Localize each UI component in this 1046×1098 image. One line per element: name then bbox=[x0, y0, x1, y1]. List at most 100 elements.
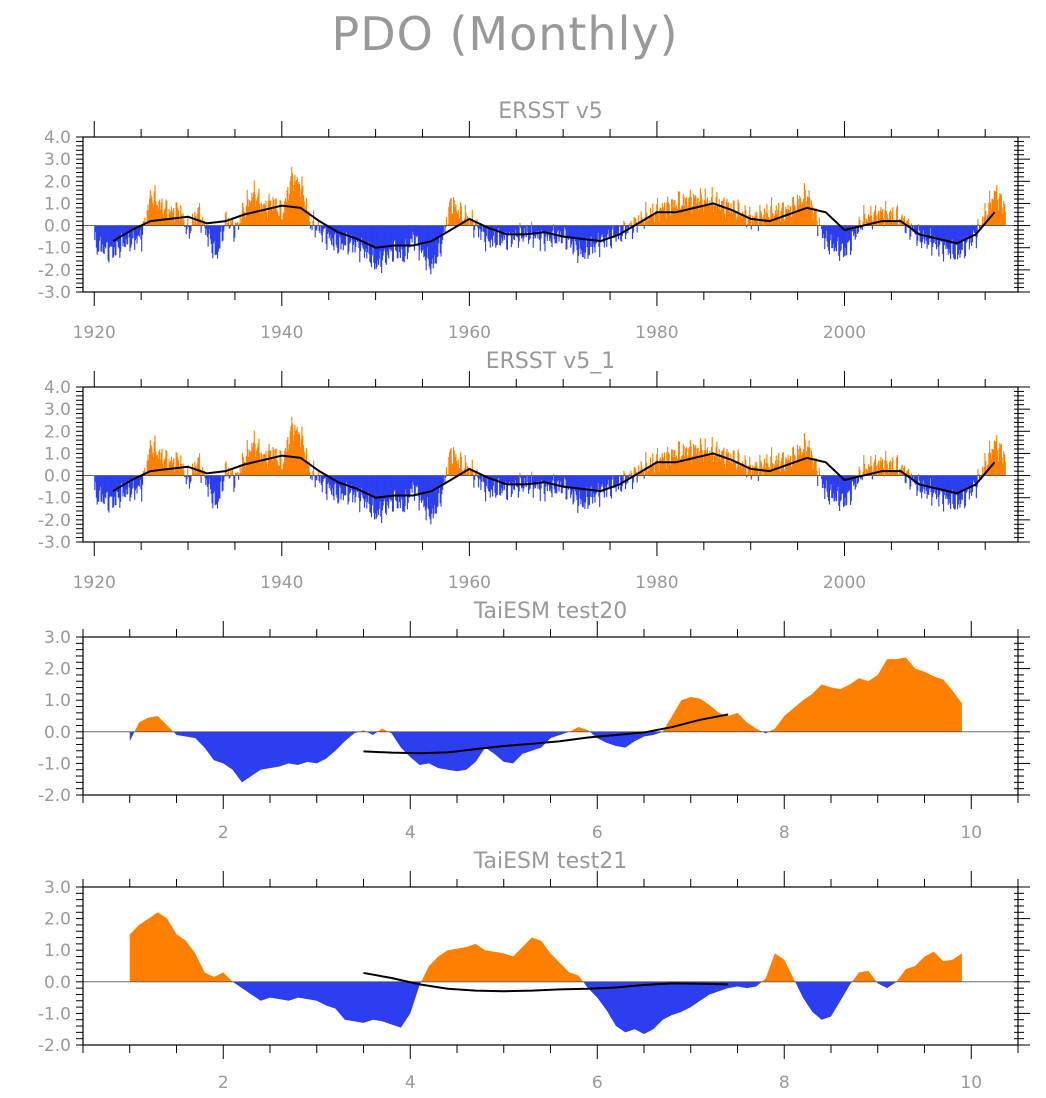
bar bbox=[148, 198, 151, 226]
bar bbox=[789, 455, 791, 476]
bar bbox=[98, 475, 100, 502]
bar bbox=[684, 206, 686, 226]
bar bbox=[341, 225, 343, 244]
bar bbox=[796, 194, 798, 226]
bar bbox=[482, 475, 484, 482]
bar bbox=[564, 225, 566, 230]
bar bbox=[472, 470, 474, 476]
bar bbox=[796, 459, 798, 476]
bar bbox=[231, 472, 233, 476]
bar bbox=[772, 219, 774, 226]
bar bbox=[910, 225, 912, 237]
bar bbox=[999, 443, 1001, 476]
bar bbox=[256, 450, 258, 476]
bar bbox=[582, 475, 584, 508]
bar bbox=[765, 462, 767, 476]
bar bbox=[155, 455, 158, 476]
bar bbox=[696, 198, 698, 226]
bar bbox=[749, 464, 752, 476]
bar bbox=[434, 475, 437, 514]
bar bbox=[669, 213, 671, 226]
bar bbox=[159, 449, 161, 476]
bar bbox=[389, 225, 391, 250]
bar bbox=[274, 458, 276, 476]
x-tick-label: 2 bbox=[218, 823, 229, 843]
bar bbox=[758, 468, 760, 476]
bar bbox=[901, 464, 903, 476]
bar bbox=[480, 225, 482, 241]
bar bbox=[515, 475, 517, 484]
bar bbox=[860, 225, 862, 230]
bar bbox=[828, 475, 830, 505]
bar bbox=[971, 225, 974, 243]
bar bbox=[831, 475, 833, 499]
bar bbox=[284, 450, 286, 476]
bar bbox=[170, 206, 172, 226]
bar bbox=[568, 225, 570, 238]
bar bbox=[603, 225, 605, 248]
bar bbox=[130, 225, 133, 245]
bar bbox=[746, 225, 748, 228]
bar bbox=[736, 217, 738, 226]
bar bbox=[495, 475, 497, 498]
bar bbox=[436, 475, 438, 508]
bar bbox=[166, 200, 168, 226]
bar bbox=[897, 473, 899, 476]
bar bbox=[247, 199, 249, 226]
bar bbox=[470, 219, 473, 226]
bar bbox=[364, 475, 366, 502]
bar bbox=[384, 475, 387, 513]
bar bbox=[692, 456, 694, 476]
bar bbox=[871, 215, 873, 226]
x-tick-label: 10 bbox=[960, 823, 982, 843]
y-tick-label: 2.0 bbox=[44, 660, 71, 680]
bar bbox=[487, 225, 489, 239]
bar bbox=[640, 211, 642, 226]
bar bbox=[417, 225, 419, 236]
bar bbox=[731, 214, 734, 226]
bar bbox=[409, 475, 412, 489]
bar bbox=[850, 475, 852, 501]
bar bbox=[621, 475, 623, 487]
y-tick-label: -3.0 bbox=[38, 283, 71, 303]
bar bbox=[996, 435, 998, 476]
bar bbox=[308, 210, 310, 226]
bar bbox=[690, 446, 692, 476]
bar bbox=[496, 225, 498, 245]
bar bbox=[293, 184, 295, 226]
bar bbox=[152, 457, 154, 476]
bar bbox=[616, 475, 618, 484]
bar bbox=[113, 225, 115, 248]
bar bbox=[499, 475, 501, 495]
bar bbox=[225, 211, 227, 226]
bar bbox=[793, 454, 795, 476]
bar bbox=[701, 199, 703, 226]
bar bbox=[316, 225, 318, 231]
bar bbox=[360, 225, 362, 238]
x-tick-label: 10 bbox=[960, 1073, 982, 1093]
bar bbox=[321, 475, 323, 493]
bar bbox=[711, 187, 713, 226]
bar bbox=[163, 209, 165, 226]
bar bbox=[967, 225, 969, 237]
bar bbox=[195, 473, 197, 476]
bar bbox=[700, 194, 702, 226]
bar bbox=[127, 475, 129, 495]
bar bbox=[964, 225, 966, 256]
bar bbox=[774, 215, 776, 226]
bar bbox=[622, 475, 624, 484]
bar bbox=[594, 225, 596, 253]
bar bbox=[651, 213, 653, 226]
bar bbox=[962, 475, 964, 489]
bar bbox=[218, 475, 220, 499]
bar bbox=[263, 454, 265, 476]
bar bbox=[784, 471, 786, 476]
bar bbox=[665, 469, 667, 476]
bar bbox=[499, 225, 501, 245]
bar bbox=[184, 475, 187, 477]
bar bbox=[656, 204, 658, 226]
bar bbox=[741, 468, 743, 476]
bar bbox=[499, 225, 501, 246]
bar bbox=[120, 475, 122, 483]
bar bbox=[670, 465, 672, 476]
